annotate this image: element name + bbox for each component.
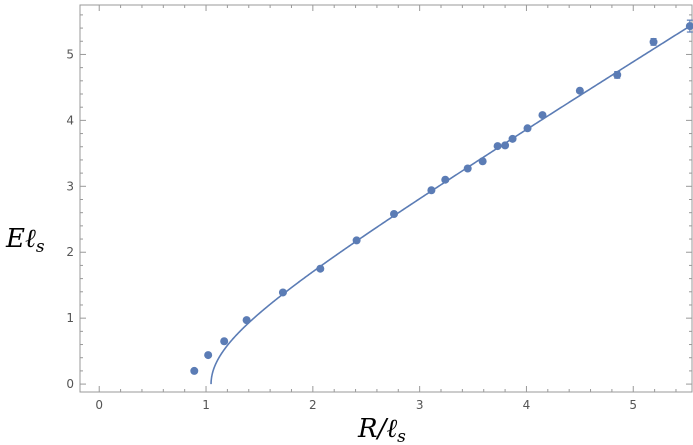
data-point bbox=[204, 351, 213, 360]
data-point bbox=[685, 22, 693, 31]
plot-frame bbox=[79, 4, 693, 393]
x-tick-label: 0 bbox=[95, 398, 103, 412]
data-point bbox=[441, 175, 450, 184]
x-tick-label: 5 bbox=[629, 398, 637, 412]
data-point bbox=[538, 111, 547, 120]
data-point bbox=[463, 164, 472, 173]
y-tick-label: 2 bbox=[66, 245, 74, 259]
y-tick-label: 3 bbox=[66, 179, 74, 193]
data-point bbox=[478, 157, 487, 166]
data-point bbox=[501, 141, 510, 150]
data-point bbox=[220, 337, 229, 346]
data-point bbox=[278, 288, 287, 297]
data-point bbox=[508, 134, 517, 143]
y-tick-label: 4 bbox=[66, 113, 74, 127]
y-tick-label: 5 bbox=[66, 47, 74, 61]
data-point bbox=[316, 264, 325, 273]
y-axis-title: Eℓs bbox=[5, 224, 45, 257]
x-tick-label: 1 bbox=[202, 398, 210, 412]
plot-border bbox=[79, 4, 693, 393]
x-tick-label: 4 bbox=[523, 398, 531, 412]
data-point bbox=[190, 366, 199, 375]
x-axis-ticks: 0 1 2 3 4 5 bbox=[95, 5, 677, 412]
x-tick-label: 3 bbox=[416, 398, 424, 412]
y-tick-label: 0 bbox=[66, 377, 74, 391]
data-point bbox=[523, 124, 532, 133]
data-point bbox=[613, 70, 622, 79]
y-tick-label: 1 bbox=[66, 311, 74, 325]
y-axis-ticks: 0 1 2 3 4 5 bbox=[66, 14, 692, 391]
x-axis-title: R/ℓs bbox=[357, 414, 406, 445]
data-points-layer bbox=[190, 19, 693, 375]
data-point bbox=[427, 186, 436, 195]
data-point bbox=[242, 316, 251, 325]
data-point bbox=[649, 37, 658, 46]
data-point bbox=[575, 86, 584, 95]
x-tick-label: 2 bbox=[309, 398, 317, 412]
data-point bbox=[493, 142, 502, 151]
data-point bbox=[352, 236, 361, 245]
data-point bbox=[390, 209, 399, 218]
